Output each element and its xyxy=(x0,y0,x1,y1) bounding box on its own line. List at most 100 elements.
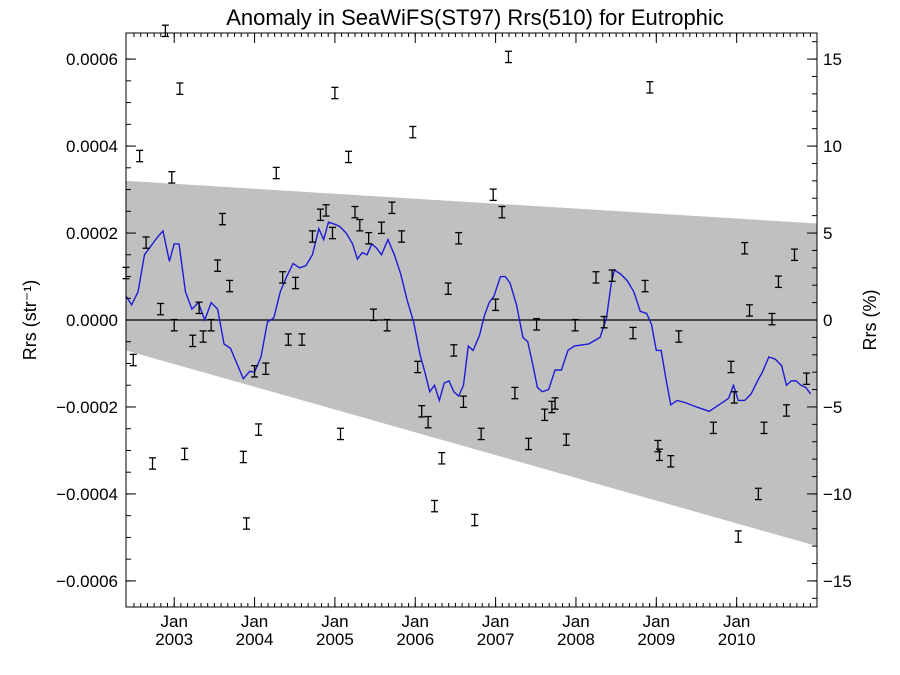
error-bar-point xyxy=(455,231,463,245)
y-tick-label-left: 0.0006 xyxy=(66,50,118,69)
error-bar-point xyxy=(199,330,207,343)
x-tick-label-year: 2005 xyxy=(316,630,354,649)
error-bar-point xyxy=(129,353,137,367)
error-bar-point xyxy=(741,241,749,255)
uncertainty-band-layer xyxy=(126,180,817,547)
y-tick-label-right: −5 xyxy=(823,398,842,417)
error-bar-point xyxy=(322,204,330,217)
error-bar-point xyxy=(142,236,150,249)
error-bar-point xyxy=(629,326,637,340)
y-axis-label-right: Rrs (%) xyxy=(860,290,880,351)
error-bar-point xyxy=(316,208,324,222)
error-bar-point xyxy=(308,230,316,243)
error-bar-point xyxy=(562,433,570,446)
error-bar-point xyxy=(541,408,549,422)
error-bar-point xyxy=(414,360,422,374)
error-bar-point xyxy=(383,318,391,332)
error-bar-point xyxy=(292,276,300,290)
error-bar-point xyxy=(431,499,439,513)
error-bar-point xyxy=(365,231,373,245)
y-tick-label-right: −10 xyxy=(823,485,852,504)
error-bar-point xyxy=(477,427,485,441)
error-bar-point xyxy=(774,275,782,289)
x-tick-label-month: Jan xyxy=(482,612,509,631)
error-bar-point xyxy=(424,415,432,429)
y-tick-label-left: −0.0004 xyxy=(56,485,118,504)
error-bar-point xyxy=(498,205,506,219)
x-tick-label-month: Jan xyxy=(402,612,429,631)
error-bar-point xyxy=(746,304,754,317)
error-bar-point xyxy=(667,455,675,468)
error-bar-point xyxy=(398,230,406,243)
x-tick-label-year: 2006 xyxy=(396,630,434,649)
error-bar-point xyxy=(170,318,178,332)
error-bar-point xyxy=(600,315,608,329)
y-tick-label-right: 0 xyxy=(823,311,832,330)
error-bar-point xyxy=(450,344,458,357)
x-tick-label-month: Jan xyxy=(562,612,589,631)
error-bar-point xyxy=(791,248,799,262)
error-bar-point xyxy=(754,487,762,501)
y-tick-label-left: −0.0002 xyxy=(56,398,118,417)
smoothed-series-line xyxy=(125,221,812,413)
error-bar-point xyxy=(272,166,280,180)
x-tick-label-year: 2004 xyxy=(236,630,274,649)
axis-ticks-layer: 0.0006 0.0004 0.0002 0.0000 −0.0002 −0.0004 −0… xyxy=(56,33,852,649)
x-tick-label-year: 2010 xyxy=(718,630,756,649)
error-bar-point xyxy=(760,421,768,435)
error-bar-point xyxy=(489,188,497,202)
error-bar-point xyxy=(525,437,533,451)
error-bar-point xyxy=(279,271,287,284)
y-tick-label-right: −15 xyxy=(823,572,852,591)
error-bar-point xyxy=(592,271,600,284)
error-bar-point xyxy=(378,221,386,235)
error-bar-point xyxy=(328,226,336,240)
error-bar-point xyxy=(226,279,234,293)
error-bar-point xyxy=(418,405,426,418)
error-bar-point xyxy=(181,447,189,461)
error-bar-point xyxy=(388,201,396,215)
error-bar-point xyxy=(548,400,556,414)
smoothed-line-layer xyxy=(125,221,812,413)
error-bar-point xyxy=(239,450,247,464)
error-bar-point xyxy=(803,372,811,386)
y-tick-label-right: 10 xyxy=(823,137,842,156)
x-tick-label-year: 2008 xyxy=(557,630,595,649)
error-bar-point xyxy=(255,423,263,436)
error-bar-point xyxy=(654,439,662,453)
error-bar-point xyxy=(782,404,790,417)
error-bar-point xyxy=(511,386,519,400)
y-tick-label-right: 15 xyxy=(823,50,842,69)
uncertainty-band xyxy=(126,180,817,547)
error-bar-point xyxy=(157,302,165,316)
x-tick-label-month: Jan xyxy=(160,612,187,631)
error-bar-point xyxy=(709,421,717,435)
error-bar-point xyxy=(492,298,500,312)
y-tick-label-left: −0.0006 xyxy=(56,572,118,591)
error-bar-point xyxy=(218,212,226,226)
error-bar-point xyxy=(207,318,215,332)
error-bar-point xyxy=(251,365,259,378)
x-tick-label-year: 2003 xyxy=(155,630,193,649)
error-bar-point xyxy=(298,333,306,346)
error-bar-point xyxy=(571,318,579,332)
error-bar-point xyxy=(734,530,742,543)
error-bar-point xyxy=(351,205,359,219)
error-bar-point xyxy=(730,391,738,404)
error-bar-point xyxy=(284,333,292,346)
error-bar-point xyxy=(459,395,467,409)
error-bar-point xyxy=(195,301,203,315)
x-tick-label-year: 2007 xyxy=(477,630,515,649)
error-bar-point xyxy=(331,86,339,100)
error-bar-point xyxy=(356,218,364,232)
error-bar-point xyxy=(641,279,649,293)
y-axis-label-left: Rrs (str⁻¹) xyxy=(20,280,40,360)
chart-title: Anomaly in SeaWiFS(ST97) Rrs(510) for Eu… xyxy=(226,5,724,30)
error-bar-point xyxy=(444,282,452,295)
error-bar-point xyxy=(646,81,654,94)
x-tick-label-year: 2009 xyxy=(637,630,675,649)
error-bar-point xyxy=(533,318,541,331)
error-bar-point xyxy=(214,259,222,272)
error-bar-point xyxy=(409,125,417,139)
x-tick-label-month: Jan xyxy=(723,612,750,631)
